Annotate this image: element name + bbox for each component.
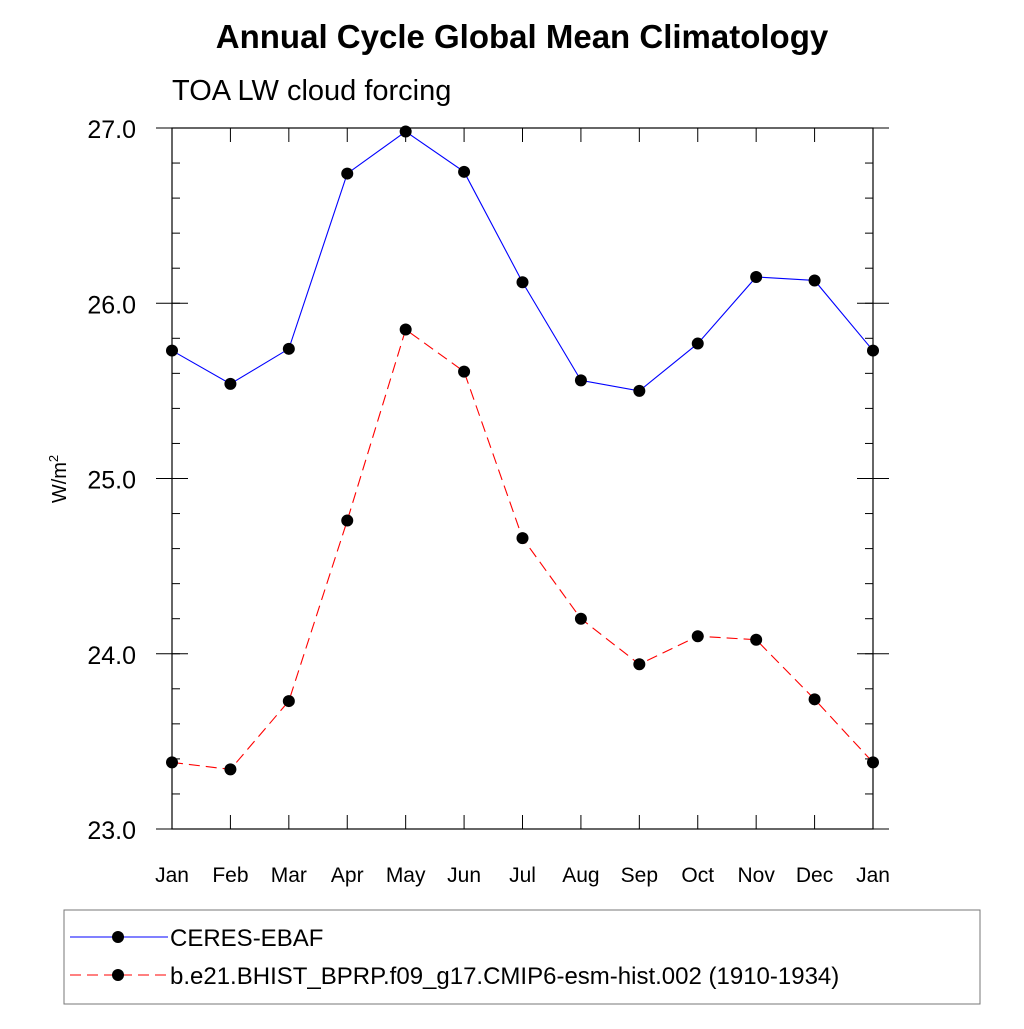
x-tick-label: Sep [621, 864, 658, 887]
x-tick-label: Oct [681, 864, 714, 887]
y-tick-label: 24.0 [87, 642, 136, 670]
legend: CERES-EBAF b.e21.BHIST_BPRP.f09_g17.CMIP6… [63, 909, 981, 1005]
series-2-point [691, 630, 704, 643]
series-2-point [341, 514, 354, 527]
y-tick-label: 26.0 [87, 291, 136, 319]
series-2-point [399, 323, 412, 336]
series-1-point [399, 125, 412, 138]
x-tick-label: Feb [212, 864, 248, 887]
y-axis-label: W/m2 [46, 455, 71, 503]
y-tick-label: 25.0 [87, 467, 136, 495]
series-2-point [574, 612, 587, 625]
series-1-point [282, 342, 295, 355]
series-1-point [633, 384, 646, 397]
x-tick-label: Nov [737, 864, 775, 887]
chart-subtitle: TOA LW cloud forcing [172, 75, 451, 107]
x-tick-label: Mar [271, 864, 307, 887]
x-tick-label: Jan [856, 864, 890, 887]
legend-marker-2 [112, 969, 124, 981]
plot-area: Jan Feb Mar Apr May Jun Jul Aug Sep Oct Nov Dec Jan 2… [87, 116, 890, 887]
series-2-point [867, 756, 879, 769]
series-line-2 [171, 328, 874, 770]
series-1-point [574, 374, 587, 387]
x-tick-label: Dec [796, 864, 833, 887]
y-tick-label: 27.0 [87, 116, 136, 144]
series-1-point [166, 344, 178, 357]
plot-frame [171, 127, 874, 830]
series-1-point [458, 165, 471, 178]
x-tick-label: Aug [562, 864, 599, 887]
series-2-point [224, 763, 237, 776]
y-tick-label: 23.0 [87, 817, 136, 845]
series-2-point [633, 658, 646, 671]
series-2-point [458, 365, 471, 378]
series-2-point [166, 756, 178, 769]
y-axis-label-superscript: 2 [46, 455, 61, 462]
legend-label-2: b.e21.BHIST_BPRP.f09_g17.CMIP6-esm-hist.… [170, 963, 839, 990]
x-tick-label: May [386, 864, 426, 887]
series-1-point [867, 344, 879, 357]
series-1-point [691, 337, 704, 350]
series-2-point [282, 695, 295, 708]
x-tick-label: Jul [509, 864, 536, 887]
y-axis-label-base: W/m [49, 462, 71, 503]
x-tick-label: Jun [447, 864, 481, 887]
chart-title: Annual Cycle Global Mean Climatology [216, 18, 829, 55]
series-2-point [516, 532, 529, 545]
x-tick-label: Apr [331, 864, 364, 887]
series-1-point [341, 167, 354, 180]
legend-marker-1 [112, 931, 124, 943]
series-1-point [224, 377, 237, 390]
series-1-point [808, 274, 821, 287]
legend-label-1: CERES-EBAF [170, 925, 323, 952]
series-1-point [516, 276, 529, 289]
series-2-point [750, 633, 763, 646]
series-1-point [750, 270, 763, 283]
legend-box [63, 909, 981, 1005]
series-2-point [808, 693, 821, 706]
series-line-1 [171, 130, 874, 392]
x-tick-label: Jan [155, 864, 189, 887]
